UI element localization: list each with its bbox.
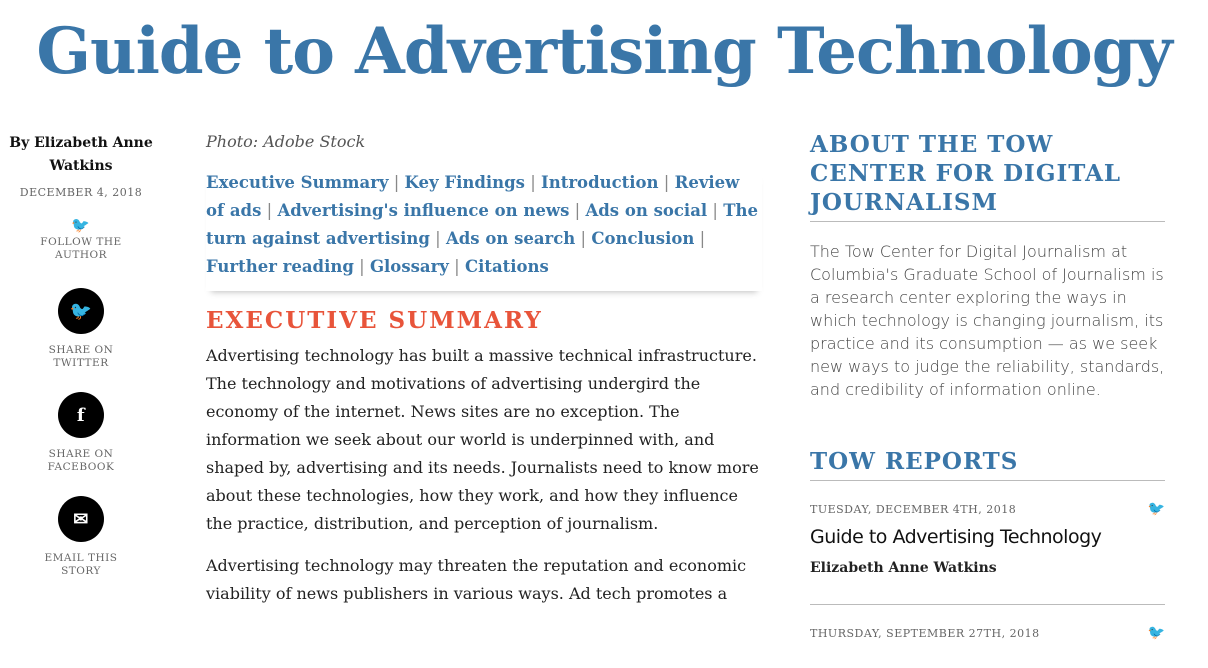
reports-heading: TOW REPORTS — [810, 447, 1165, 481]
toc-link[interactable]: Conclusion — [591, 229, 695, 248]
twitter-icon: 🐦 — [58, 288, 104, 334]
twitter-icon[interactable]: 🐦 — [1147, 501, 1165, 517]
about-heading: ABOUT THE TOW CENTER FOR DIGITAL JOURNAL… — [810, 130, 1165, 222]
article: Photo: Adobe Stock Executive Summary | K… — [206, 132, 762, 608]
share-label: EMAIL THIS STORY — [44, 552, 118, 577]
report-author: Elizabeth Anne Watkins — [810, 560, 997, 576]
follow-label: FOLLOW THE AUTHOR — [40, 236, 122, 261]
author-sidebar: By Elizabeth Anne Watkins DECEMBER 4, 20… — [0, 132, 162, 578]
right-sidebar: ABOUT THE TOW CENTER FOR DIGITAL JOURNAL… — [810, 130, 1165, 668]
twitter-icon: 🐦 — [71, 216, 91, 234]
byline: By Elizabeth Anne Watkins — [9, 135, 153, 174]
page-title: Guide to Advertising Technology — [36, 14, 1172, 89]
facebook-icon: f — [58, 392, 104, 438]
report-item[interactable]: TUESDAY, DECEMBER 4TH, 2018 🐦 Guide to A… — [810, 481, 1165, 605]
toc-link[interactable]: Further reading — [206, 257, 354, 276]
separator: | — [261, 201, 278, 220]
separator: | — [524, 173, 542, 192]
share-label: SHARE ON TWITTER — [48, 344, 114, 369]
twitter-icon[interactable]: 🐦 — [1147, 625, 1165, 641]
separator: | — [353, 257, 370, 276]
separator: | — [694, 229, 706, 248]
paragraph: Advertising technology has built a massi… — [206, 346, 759, 533]
email-icon: ✉ — [58, 496, 104, 542]
toc-link[interactable]: Introduction — [541, 173, 659, 192]
toc-link[interactable]: Executive Summary — [206, 173, 389, 192]
photo-credit: Photo: Adobe Stock — [206, 132, 366, 151]
about-text: The Tow Center for Digital Journalism at… — [810, 242, 1165, 399]
table-of-contents: Executive Summary | Key Findings | Intro… — [206, 169, 762, 291]
toc-link[interactable]: Ads on search — [445, 229, 576, 248]
separator: | — [707, 201, 724, 220]
report-title[interactable]: Guide to Advertising Technology — [810, 526, 1102, 548]
section-heading: EXECUTIVE SUMMARY — [206, 307, 543, 334]
share-label: SHARE ON FACEBOOK — [47, 448, 115, 473]
toc-link[interactable]: Advertising's influence on news — [277, 201, 570, 220]
toc-link[interactable]: Citations — [464, 257, 549, 276]
report-date: THURSDAY, SEPTEMBER 27TH, 2018 — [810, 627, 1040, 640]
follow-author-button[interactable]: 🐦 FOLLOW THE AUTHOR — [0, 216, 162, 262]
toc-link[interactable]: Ads on social — [585, 201, 708, 220]
separator: | — [575, 229, 592, 248]
email-share-button[interactable]: ✉ EMAIL THIS STORY — [0, 496, 162, 578]
report-date: TUESDAY, DECEMBER 4TH, 2018 — [810, 503, 1017, 516]
publish-date: DECEMBER 4, 2018 — [19, 186, 143, 199]
paragraph: Advertising technology may threaten the … — [206, 556, 747, 603]
separator: | — [569, 201, 586, 220]
report-item[interactable]: THURSDAY, SEPTEMBER 27TH, 2018 🐦 — [810, 605, 1165, 668]
separator: | — [448, 257, 465, 276]
separator: | — [388, 173, 405, 192]
facebook-share-button[interactable]: f SHARE ON FACEBOOK — [0, 392, 162, 474]
toc-link[interactable]: The turn against advertising — [206, 201, 758, 248]
toc-link[interactable]: Review of ads — [206, 173, 740, 220]
separator: | — [658, 173, 675, 192]
toc-link[interactable]: Key Findings — [404, 173, 525, 192]
toc-link[interactable]: Glossary — [369, 257, 449, 276]
twitter-share-button[interactable]: 🐦 SHARE ON TWITTER — [0, 288, 162, 370]
separator: | — [429, 229, 446, 248]
